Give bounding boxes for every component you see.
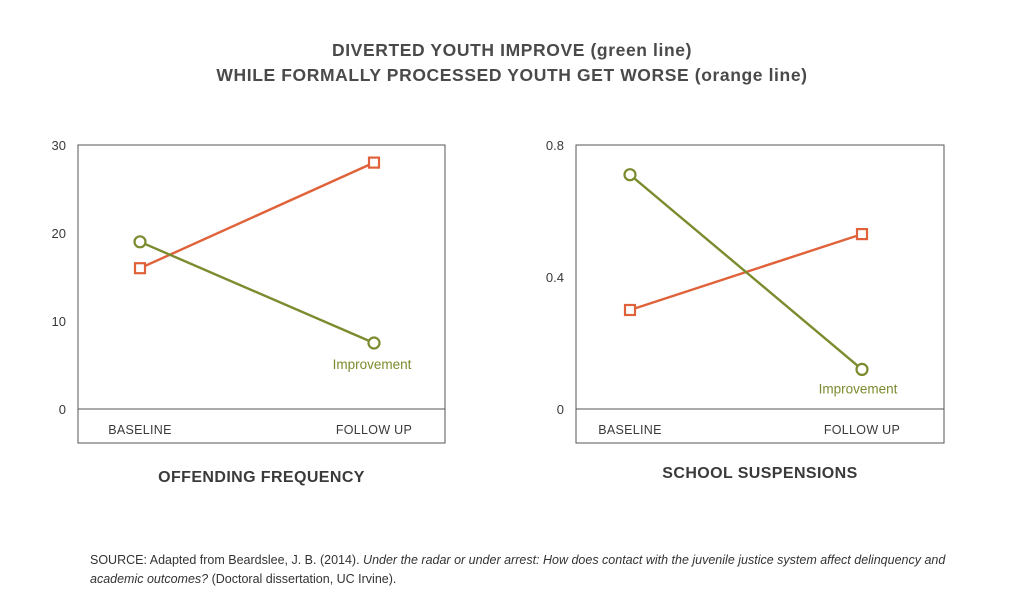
data-point-orange: [133, 262, 147, 275]
chart-panel-2: 0 0.4 0.8 BASELINE FOLLOW UP Improvement SCHOO…: [546, 138, 945, 482]
y-tick-label: 0.8: [546, 138, 564, 153]
annotation-improvement: Improvement: [333, 357, 412, 372]
chart-title: DIVERTED YOUTH IMPROVE (green line) WHIL…: [0, 38, 1024, 88]
y-tick-label: 30: [52, 138, 66, 153]
y-tick-label: 0: [557, 402, 564, 417]
series-line-orange: [139, 161, 375, 270]
plot-frame: [575, 144, 945, 444]
y-tick-label: 20: [52, 226, 66, 241]
series-line-green: [139, 240, 375, 345]
data-point-orange: [367, 156, 381, 169]
x-tick-label: BASELINE: [598, 423, 662, 437]
y-tick-label: 10: [52, 314, 66, 329]
data-point-green: [133, 235, 147, 249]
y-tick-label: 0: [59, 402, 66, 417]
data-point-orange: [855, 228, 869, 241]
data-point-green: [367, 336, 381, 350]
title-line-1: DIVERTED YOUTH IMPROVE (green line): [331, 40, 693, 60]
chart-panel-1: 0 10 20 30 BASELINE FOLLOW UP Improvement OFFEN…: [52, 138, 446, 486]
data-point-green: [623, 168, 637, 182]
annotation-improvement: Improvement: [819, 381, 898, 396]
source-citation: SOURCE: Adapted from Beardslee, J. B. (2…: [90, 551, 950, 589]
data-point-green: [855, 362, 869, 376]
y-tick-label: 0.4: [546, 270, 564, 285]
x-tick-label: BASELINE: [108, 423, 172, 437]
title-line-2: WHILE FORMALLY PROCESSED YOUTH GET WORSE…: [216, 65, 808, 85]
panel-title: OFFENDING FREQUENCY: [158, 469, 365, 486]
series-line-green: [629, 173, 863, 371]
data-point-orange: [623, 303, 637, 317]
source-prefix: SOURCE: Adapted from Beardslee, J. B. (2…: [90, 553, 364, 567]
panel-title: SCHOOL SUSPENSIONS: [662, 465, 857, 482]
source-title: Under the radar or under arrest: How doe…: [90, 553, 946, 586]
plot-frame: [77, 144, 446, 444]
x-tick-label: FOLLOW UP: [336, 423, 412, 437]
x-tick-label: FOLLOW UP: [824, 423, 900, 437]
source-suffix: (Doctoral dissertation, UC Irvine).: [208, 572, 397, 586]
